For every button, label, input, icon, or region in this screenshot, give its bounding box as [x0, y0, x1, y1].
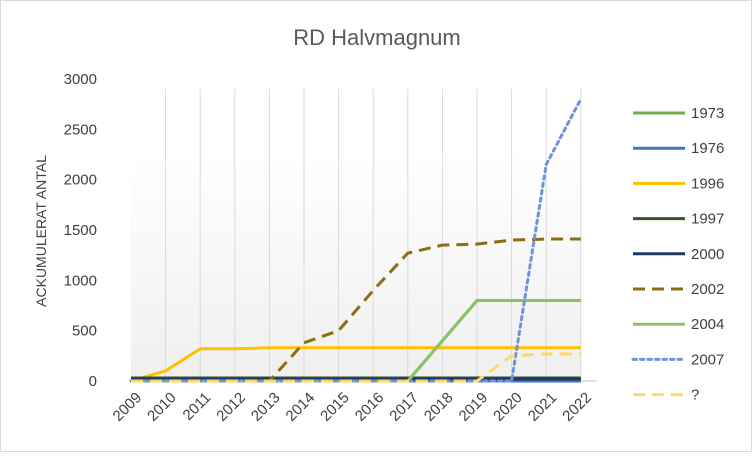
legend-label: 1976: [691, 140, 724, 157]
x-tick-label: 2016: [352, 389, 388, 425]
legend-label: 2002: [691, 281, 724, 298]
x-tick-label: 2017: [386, 389, 422, 425]
legend-label: 2007: [691, 351, 724, 368]
chart-title: RD Halvmagnum: [293, 25, 461, 50]
legend-item-1976: 1976: [633, 140, 724, 157]
legend-item-2002: 2002: [633, 281, 724, 298]
x-tick-label: 2013: [248, 389, 284, 425]
legend: 1973 1976 1996 1997 2000 2002 2004 2007?: [631, 105, 724, 404]
x-tick-label: 2020: [490, 389, 526, 425]
y-tick-label: 0: [89, 373, 97, 390]
y-tick-label: 1000: [64, 272, 97, 289]
legend-item-1997: 1997: [633, 211, 724, 228]
legend-item-2000: 2000: [633, 246, 724, 263]
x-tick-label: 2022: [559, 389, 595, 425]
y-tick-label: 1500: [64, 222, 97, 239]
legend-item-2004: 2004: [633, 316, 724, 333]
legend-item-1996: 1996: [633, 175, 724, 192]
legend-label: ?: [691, 387, 699, 404]
x-tick-label: 2018: [421, 389, 457, 425]
vertical-gridlines: [165, 89, 582, 381]
series-line-?: [131, 352, 581, 383]
x-tick-label: 2015: [317, 389, 353, 425]
y-tick-label: 3000: [64, 71, 97, 88]
x-tick-label: 2009: [110, 389, 146, 425]
y-tick-label: 2000: [64, 172, 97, 189]
x-tick-label: 2021: [525, 389, 561, 425]
legend-label: 2000: [691, 246, 724, 263]
plot-area: [131, 151, 581, 381]
legend-label: 1997: [691, 211, 724, 228]
x-tick-label: 2014: [283, 389, 319, 425]
legend-label: 1996: [691, 175, 724, 192]
series-line-2002: [131, 237, 581, 383]
x-tick-label: 2012: [213, 389, 249, 425]
legend-label: 2004: [691, 316, 724, 333]
legend-item-?: ?: [633, 387, 699, 404]
x-tick-label: 2019: [456, 389, 492, 425]
legend-item-1973: 1973: [633, 105, 724, 122]
y-tick-label: 2500: [64, 121, 97, 138]
series-lines: [129, 97, 583, 383]
legend-label: 1973: [691, 105, 724, 122]
x-tick-label: 2010: [144, 389, 180, 425]
y-tick-label: 500: [72, 323, 97, 340]
series-line-1996: [130, 346, 581, 383]
y-axis-title: ACKUMULERAT ANTAL: [33, 155, 49, 307]
x-tick-label: 2011: [180, 389, 215, 424]
legend-item-2007: 2007: [631, 351, 724, 368]
series-line-2007: [129, 97, 583, 383]
